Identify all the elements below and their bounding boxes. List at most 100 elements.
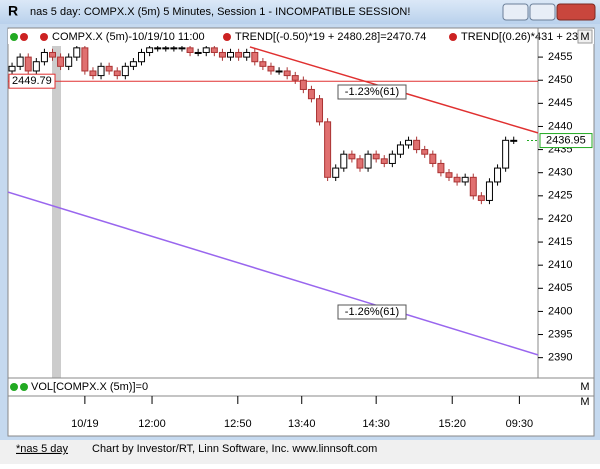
legend-dot[interactable]: [449, 33, 457, 41]
minimize-button[interactable]: [502, 3, 529, 21]
last-price-box: [539, 133, 593, 149]
app-icon: R: [8, 3, 18, 19]
candle-body: [146, 47, 154, 53]
annotation-box: [337, 304, 407, 320]
x-tick-label: 09:30: [506, 418, 534, 430]
pane-button[interactable]: [577, 29, 593, 44]
status-bar: [0, 440, 600, 464]
candle-body: [437, 162, 445, 174]
candle-body: [210, 47, 218, 53]
hline-label-box: [8, 73, 56, 89]
candle-body: [16, 56, 24, 67]
candle-body: [81, 47, 89, 72]
candle-body: [316, 98, 324, 123]
annotation-box: [337, 84, 407, 100]
window-title: nas 5 day: COMPX.X (5m) 5 Minutes, Sessi…: [30, 6, 410, 18]
legend-dot[interactable]: [20, 33, 28, 41]
x-tick-label: 14:30: [362, 418, 390, 430]
candle-body: [24, 56, 32, 72]
candle-body: [243, 51, 251, 58]
candle-body: [494, 167, 502, 183]
pane-button-label: M: [580, 381, 589, 393]
y-tick-label: 2455: [548, 51, 572, 63]
candle-body: [413, 139, 421, 151]
legend-dot[interactable]: [40, 33, 48, 41]
x-tick-label: 10/19: [71, 418, 99, 430]
candle-body: [283, 70, 291, 77]
y-tick-label: 2405: [548, 282, 572, 294]
y-tick-label: 2415: [548, 236, 572, 248]
candle-body: [162, 47, 170, 50]
candle-body: [461, 176, 469, 183]
candle-body: [275, 70, 283, 73]
legend-dot[interactable]: [10, 383, 18, 391]
candle-body: [105, 65, 113, 72]
y-tick-label: 2390: [548, 352, 572, 364]
candle-body: [485, 181, 493, 201]
legend-dot[interactable]: [223, 33, 231, 41]
candle-body: [97, 65, 105, 77]
candle-body: [364, 153, 372, 169]
candle-body: [396, 144, 404, 155]
annotation: -1.23%(61): [345, 86, 399, 98]
candle-body: [299, 79, 307, 90]
session-separator: [52, 46, 61, 378]
close-button[interactable]: [556, 3, 596, 21]
y-tick-label: 2450: [548, 74, 572, 86]
candle-body: [40, 51, 48, 63]
candle-body: [218, 51, 226, 58]
candle-body: [138, 51, 146, 63]
annotation: -1.26%(61): [345, 306, 399, 318]
y-tick-label: 2425: [548, 190, 572, 202]
candle-body: [251, 51, 259, 63]
candle-body: [388, 153, 396, 164]
x-tick-label: 12:00: [138, 418, 166, 430]
candle-body: [65, 56, 73, 67]
candle-body: [405, 139, 413, 146]
plot-area: [8, 46, 538, 356]
candle-body: [477, 195, 485, 201]
candle-body: [259, 61, 267, 67]
candle-body: [324, 121, 332, 178]
x-tick-label: 13:40: [288, 418, 316, 430]
last-price-label: 2436.95: [546, 134, 586, 146]
candle-body: [202, 47, 210, 53]
legend-dot[interactable]: [10, 33, 18, 41]
candle-body: [32, 61, 40, 72]
candle-body: [121, 65, 129, 77]
status-tab[interactable]: *nas 5 day: [16, 443, 68, 455]
maximize-button[interactable]: [529, 3, 556, 21]
candle-body: [356, 158, 364, 169]
candle-body: [227, 51, 235, 58]
candle-body: [170, 47, 178, 50]
candle-body: [113, 70, 121, 77]
candle-body: [340, 153, 348, 169]
candle-body: [8, 65, 16, 72]
candle-body: [372, 153, 380, 160]
candle-body: [332, 167, 340, 178]
candle-body: [194, 51, 202, 54]
time-axis: [7, 395, 595, 437]
candle-body: [129, 61, 137, 67]
candle-body: [291, 75, 299, 81]
status-text: Chart by Investor/RT, Linn Software, Inc…: [92, 443, 377, 455]
x-tick-label: 12:50: [224, 418, 252, 430]
candle-body: [186, 47, 194, 53]
candle-body: [154, 47, 162, 50]
candle-body: [267, 65, 275, 72]
legend-dot[interactable]: [20, 383, 28, 391]
y-tick-label: 2445: [548, 97, 572, 109]
y-tick-label: 2410: [548, 259, 572, 271]
candle-body: [89, 70, 97, 77]
candle-body: [73, 47, 81, 58]
y-tick-label: 2440: [548, 120, 572, 132]
candle-body: [380, 158, 388, 164]
volume-label: VOL[COMPX.X (5m)]=0: [31, 381, 148, 393]
trend-line: [8, 191, 538, 356]
y-tick-label: 2430: [548, 167, 572, 179]
legend-item: TREND[(-0.50)*19 + 2480.28]=2470.74: [235, 31, 426, 43]
candle-body: [469, 176, 477, 197]
y-tick-label: 2395: [548, 328, 572, 340]
candle-body: [445, 172, 453, 178]
candle-body: [453, 176, 461, 183]
